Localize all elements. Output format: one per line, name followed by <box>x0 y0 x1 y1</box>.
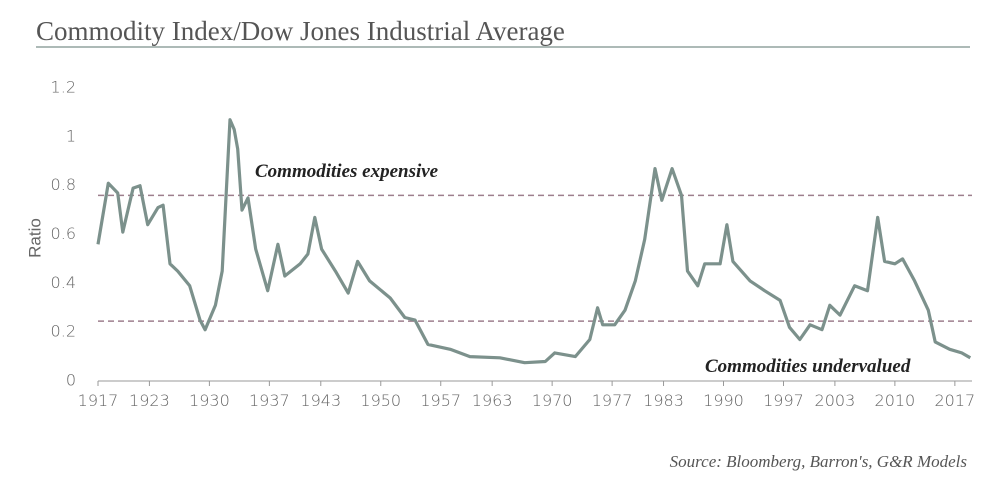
x-tick-label: 1977 <box>592 391 633 410</box>
x-tick-label: 1923 <box>129 391 170 410</box>
y-tick-label: 0.2 <box>51 322 76 341</box>
y-tick-label: 0.8 <box>51 175 76 194</box>
y-axis-label: Ratio <box>25 218 44 258</box>
chart-title: Commodity Index/Dow Jones Industrial Ave… <box>36 16 565 46</box>
y-tick-label: 0.6 <box>51 224 76 243</box>
x-tick-label: 2017 <box>935 391 976 410</box>
series-line <box>96 118 972 365</box>
x-tick-label: 2010 <box>875 391 916 410</box>
x-tick-label: 1963 <box>472 391 513 410</box>
x-tick-label: 1970 <box>532 391 573 410</box>
x-tick-label: 1983 <box>643 391 684 410</box>
x-tick-label: 1930 <box>189 391 230 410</box>
annotation: Commodities expensive <box>255 161 439 182</box>
x-tick-label: 1950 <box>360 391 401 410</box>
x-tick-label: 1917 <box>78 391 119 410</box>
x-tick-label: 1997 <box>763 391 804 410</box>
y-tick-label: 1 <box>66 126 76 145</box>
y-tick-label: 0.4 <box>51 273 76 292</box>
y-tick-label: 1.2 <box>51 78 76 97</box>
x-tick-label: 1937 <box>249 391 290 410</box>
x-tick-label: 2003 <box>815 391 856 410</box>
x-tick-label: 1943 <box>300 391 341 410</box>
x-tick-label: 1957 <box>420 391 461 410</box>
x-tick-label: 1990 <box>703 391 744 410</box>
annotation: Commodities undervalued <box>705 356 911 377</box>
source-note: Source: Bloomberg, Barron's, G&R Models <box>670 452 968 471</box>
y-tick-label: 0 <box>66 371 76 390</box>
